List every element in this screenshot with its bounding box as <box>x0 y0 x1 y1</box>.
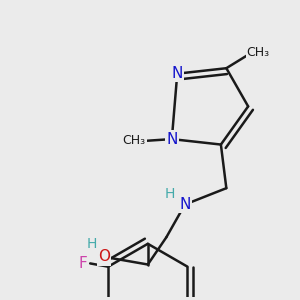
Text: H: H <box>165 187 175 201</box>
Text: N: N <box>179 197 190 212</box>
Text: N: N <box>166 132 178 147</box>
Text: N: N <box>172 66 183 81</box>
Text: CH₃: CH₃ <box>123 134 146 147</box>
Text: O: O <box>98 249 110 264</box>
Text: CH₃: CH₃ <box>247 46 270 59</box>
Text: F: F <box>79 256 87 271</box>
Text: H: H <box>87 237 97 251</box>
